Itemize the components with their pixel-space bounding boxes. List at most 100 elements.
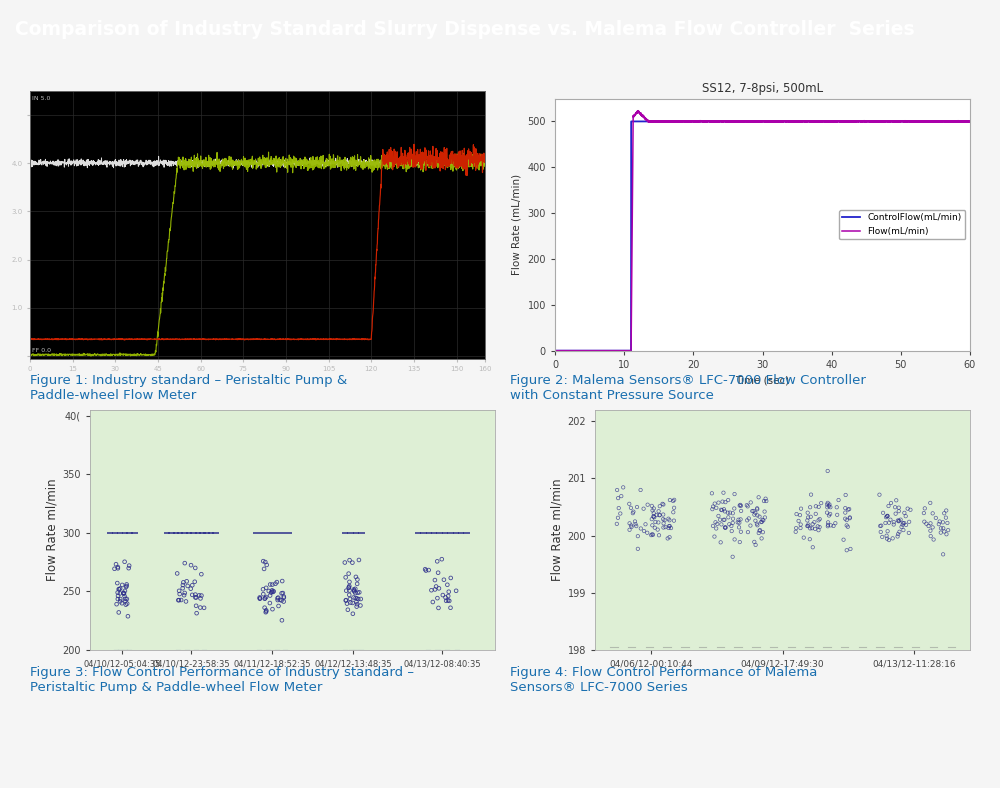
Point xyxy=(443,601,459,614)
Point xyxy=(714,504,730,516)
Point xyxy=(267,578,283,590)
Point xyxy=(891,515,907,527)
Point xyxy=(438,594,454,607)
Point xyxy=(252,593,268,605)
Point xyxy=(257,601,273,614)
Point xyxy=(800,511,816,524)
Point xyxy=(183,582,199,595)
Point xyxy=(935,548,951,560)
Point xyxy=(662,519,678,532)
Point xyxy=(110,589,126,602)
Point xyxy=(187,591,203,604)
Point xyxy=(661,522,677,534)
ControlFlow(mL/min) xyxy=(549,346,561,355)
Point xyxy=(270,591,286,604)
Point xyxy=(802,501,818,514)
Point xyxy=(178,595,194,608)
ControlFlow(mL/min) xyxy=(650,117,662,126)
Point xyxy=(749,519,765,532)
Point xyxy=(883,496,899,509)
Point xyxy=(112,582,128,595)
Point xyxy=(732,500,748,512)
Point xyxy=(804,522,820,534)
Flow(mL/min) xyxy=(650,117,662,126)
Point xyxy=(338,571,354,584)
Point xyxy=(747,507,763,519)
Point xyxy=(928,511,944,524)
Point xyxy=(705,519,721,532)
Point xyxy=(421,563,437,576)
Point xyxy=(758,495,774,507)
Point xyxy=(193,568,209,581)
Point xyxy=(644,513,660,526)
Point xyxy=(255,583,271,596)
Point xyxy=(351,586,367,599)
Point xyxy=(114,597,130,610)
Point xyxy=(806,516,822,529)
Point xyxy=(637,518,653,530)
Point xyxy=(440,589,456,602)
Point xyxy=(350,586,366,599)
Point xyxy=(341,581,357,593)
Point xyxy=(712,514,728,526)
Point xyxy=(879,510,895,522)
Point xyxy=(347,587,363,600)
Point xyxy=(110,561,126,574)
Point xyxy=(747,515,763,527)
Point xyxy=(829,501,845,514)
Point xyxy=(725,512,741,525)
Point xyxy=(119,597,135,610)
Point xyxy=(257,593,273,605)
Point xyxy=(891,515,907,527)
Point xyxy=(252,591,268,604)
Point xyxy=(196,601,212,614)
Point xyxy=(838,489,854,501)
Point xyxy=(609,518,625,530)
Point xyxy=(121,562,137,574)
Point xyxy=(258,604,274,617)
Point xyxy=(837,512,853,525)
Point xyxy=(612,507,628,520)
Point xyxy=(727,488,743,500)
Point xyxy=(755,514,771,526)
Point xyxy=(840,504,856,516)
Point xyxy=(707,516,723,529)
Point xyxy=(349,598,365,611)
Point xyxy=(730,516,746,529)
Point xyxy=(891,526,907,538)
Point xyxy=(188,600,204,612)
Point xyxy=(839,544,855,556)
Point xyxy=(184,589,200,601)
Point xyxy=(350,593,366,605)
Point xyxy=(718,521,734,533)
Point xyxy=(340,604,356,616)
Point xyxy=(720,507,736,519)
Point xyxy=(258,606,274,619)
Point xyxy=(839,519,855,532)
Point xyxy=(644,528,660,541)
Point xyxy=(901,526,917,539)
Point xyxy=(106,563,122,575)
Point xyxy=(427,574,443,586)
Point xyxy=(651,529,667,541)
Point xyxy=(819,498,835,511)
Point xyxy=(921,520,937,533)
Point xyxy=(666,501,682,514)
Point xyxy=(615,481,631,493)
Point xyxy=(733,504,749,517)
Point xyxy=(662,494,678,507)
Point xyxy=(349,573,365,585)
Point xyxy=(175,576,191,589)
Point xyxy=(751,526,767,539)
Point xyxy=(173,593,189,606)
Point xyxy=(646,511,662,523)
Point xyxy=(341,582,357,594)
Point xyxy=(881,500,897,512)
Point xyxy=(262,578,278,591)
Point xyxy=(822,507,838,520)
Point xyxy=(271,600,287,612)
Point xyxy=(338,594,354,607)
Point xyxy=(665,495,681,507)
Point xyxy=(792,522,808,534)
Flow(mL/min) xyxy=(549,346,561,355)
